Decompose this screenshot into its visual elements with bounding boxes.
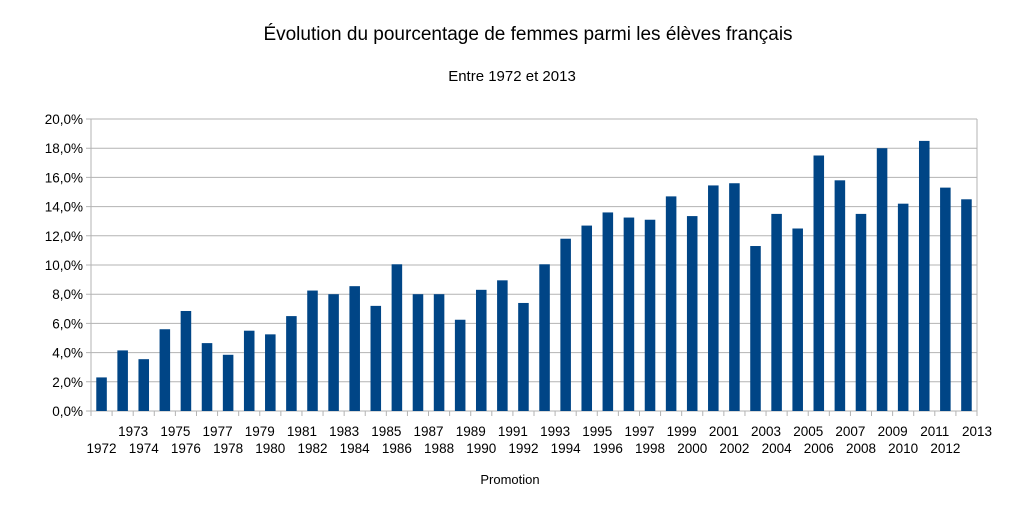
bar-1990 xyxy=(475,289,487,411)
bar-1973 xyxy=(117,350,128,411)
bar-2002 xyxy=(729,183,740,411)
bar-2012 xyxy=(940,187,951,411)
x-tick-label: 1975 xyxy=(160,424,190,439)
y-tick-label: 4,0% xyxy=(52,346,83,361)
bar-1998 xyxy=(644,219,656,411)
x-tick-label: 2010 xyxy=(888,441,918,456)
bar-1982 xyxy=(307,290,318,411)
x-tick-label: 1974 xyxy=(129,441,160,456)
bar-2008 xyxy=(855,213,867,411)
x-tick-label: 2004 xyxy=(762,441,793,456)
y-tick-label: 16,0% xyxy=(45,170,83,185)
x-tick-label: 1977 xyxy=(203,424,233,439)
bar-1999 xyxy=(665,196,677,411)
bar-2005 xyxy=(792,228,803,411)
bar-1987 xyxy=(412,294,424,411)
bar-1984 xyxy=(349,286,360,411)
bar-1976 xyxy=(180,310,192,411)
bar-2010 xyxy=(897,203,909,411)
bar-1977 xyxy=(201,343,213,411)
x-tick-label: 1986 xyxy=(382,441,412,456)
bar-1974 xyxy=(138,359,150,411)
bar-2009 xyxy=(876,148,888,411)
bar-2013 xyxy=(961,199,972,411)
x-tick-label: 2013 xyxy=(962,424,992,439)
bar-1975 xyxy=(159,329,171,411)
y-tick-label: 0,0% xyxy=(52,404,83,419)
x-tick-label: 1996 xyxy=(593,441,623,456)
x-tick-label: 2009 xyxy=(878,424,908,439)
x-tick-label: 1995 xyxy=(582,424,612,439)
x-tick-label: 1981 xyxy=(287,424,317,439)
y-tick-label: 6,0% xyxy=(52,316,83,331)
x-tick-label: 1988 xyxy=(424,441,454,456)
bar-1986 xyxy=(391,264,403,411)
y-tick-label: 10,0% xyxy=(45,258,83,273)
y-tick-label: 20,0% xyxy=(45,112,83,127)
bar-2006 xyxy=(813,155,825,411)
x-tick-label: 1976 xyxy=(171,441,201,456)
x-tick-label: 1984 xyxy=(340,441,371,456)
x-axis-label: Promotion xyxy=(480,472,539,487)
bar-1988 xyxy=(433,294,445,411)
x-tick-label: 1991 xyxy=(498,424,528,439)
x-tick-label: 1989 xyxy=(456,424,486,439)
x-tick-label: 2006 xyxy=(804,441,834,456)
x-tick-label: 1983 xyxy=(329,424,359,439)
x-tick-label: 1993 xyxy=(540,424,570,439)
x-tick-label: 1994 xyxy=(551,441,582,456)
bar-1978 xyxy=(222,354,234,411)
y-tick-label: 2,0% xyxy=(52,375,83,390)
bar-1980 xyxy=(265,334,276,411)
x-tick-label: 2012 xyxy=(930,441,960,456)
bar-1995 xyxy=(581,225,593,411)
bar-1993 xyxy=(539,264,550,411)
x-tick-label: 1998 xyxy=(635,441,665,456)
bar-2000 xyxy=(686,216,698,411)
x-tick-label: 2003 xyxy=(751,424,781,439)
x-tick-label: 2000 xyxy=(677,441,707,456)
x-tick-label: 2005 xyxy=(793,424,823,439)
bar-2001 xyxy=(708,185,719,411)
bar-1985 xyxy=(370,305,382,411)
bar-1997 xyxy=(623,217,635,411)
y-tick-label: 8,0% xyxy=(52,287,83,302)
bar-2003 xyxy=(750,246,761,411)
bar-1981 xyxy=(286,316,297,411)
x-tick-label: 1979 xyxy=(245,424,275,439)
x-tick-label: 1985 xyxy=(371,424,401,439)
bar-1979 xyxy=(243,330,255,411)
x-tick-label: 2007 xyxy=(835,424,865,439)
x-tick-label: 1972 xyxy=(87,441,117,456)
bar-1983 xyxy=(328,294,339,411)
bar-1996 xyxy=(602,212,614,411)
x-tick-label: 1987 xyxy=(414,424,444,439)
bar-1972 xyxy=(96,377,107,411)
y-tick-label: 18,0% xyxy=(45,141,83,156)
bar-1991 xyxy=(497,280,508,411)
bar-1989 xyxy=(454,319,466,411)
chart-subtitle: Entre 1972 et 2013 xyxy=(448,68,576,85)
x-tick-label: 2001 xyxy=(709,424,739,439)
x-tick-label: 1982 xyxy=(297,441,327,456)
x-tick-label: 1980 xyxy=(255,441,285,456)
y-tick-label: 14,0% xyxy=(45,200,83,215)
x-tick-label: 2011 xyxy=(920,424,949,439)
x-tick-label: 1999 xyxy=(667,424,697,439)
bar-2007 xyxy=(834,180,846,411)
bar-1992 xyxy=(518,302,529,411)
y-tick-label: 12,0% xyxy=(45,229,83,244)
x-tick-label: 1973 xyxy=(118,424,148,439)
x-tick-label: 1992 xyxy=(508,441,538,456)
x-tick-label: 1990 xyxy=(466,441,496,456)
x-tick-label: 2002 xyxy=(719,441,749,456)
bar-2011 xyxy=(918,140,930,411)
bar-2004 xyxy=(771,213,782,411)
x-tick-label: 2008 xyxy=(846,441,876,456)
chart-title: Évolution du pourcentage de femmes parmi… xyxy=(263,24,792,45)
x-tick-label: 1978 xyxy=(213,441,243,456)
x-tick-label: 1997 xyxy=(624,424,654,439)
bar-1994 xyxy=(560,238,571,411)
